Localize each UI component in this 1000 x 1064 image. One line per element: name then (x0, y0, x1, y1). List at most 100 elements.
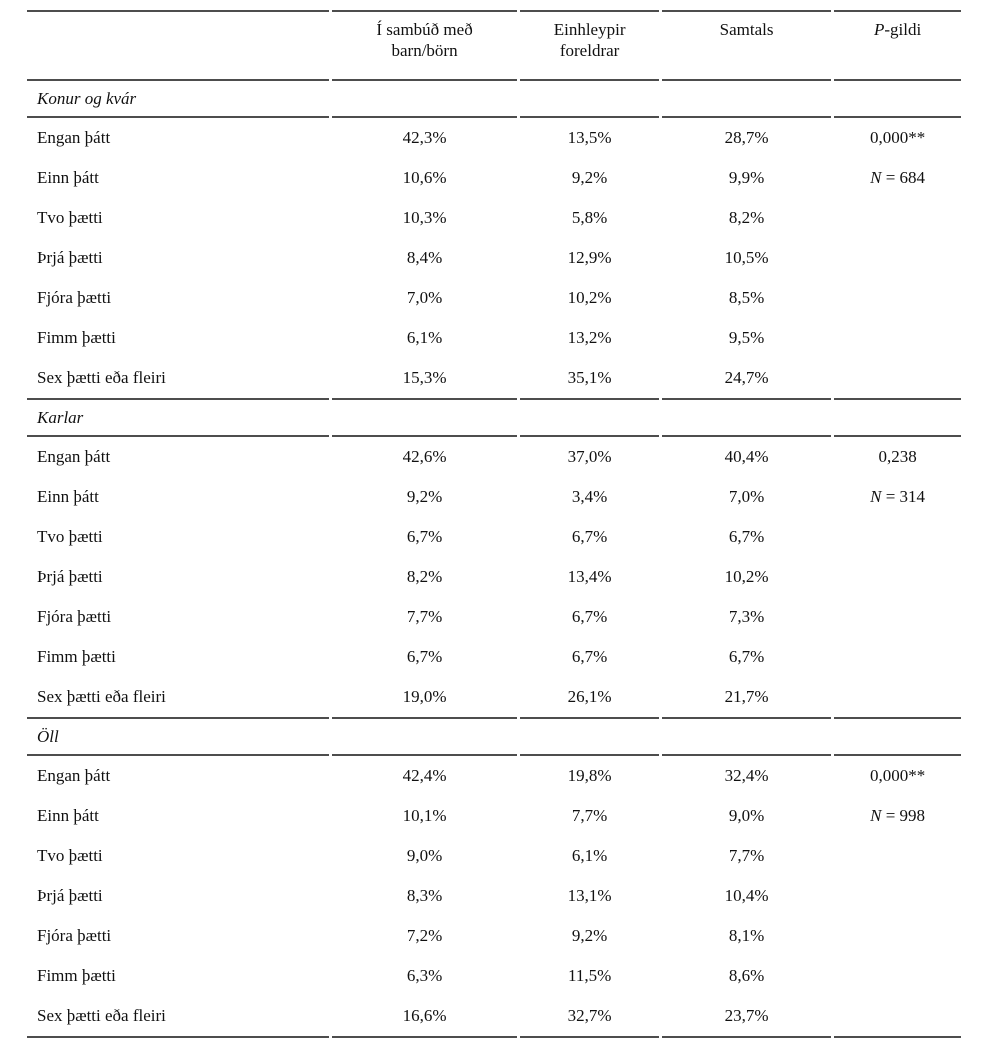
value-cell: 11,5% (567, 966, 612, 986)
col-header-total: Samtals (662, 10, 832, 81)
n-count: = 998 (881, 806, 926, 826)
section-title: Karlar (27, 400, 329, 437)
row-label: Þrjá þætti (37, 248, 103, 268)
value-cell: 40,4% (724, 447, 769, 467)
table-row: Þrjá þætti 8,3% 13,1% 10,4% (27, 876, 961, 916)
table-row: Sex þætti eða fleiri 15,3% 35,1% 24,7% (27, 358, 961, 400)
value-cell: 7,7% (728, 846, 765, 866)
value-cell: 10,2% (724, 567, 769, 587)
value-cell: 15,3% (331, 358, 518, 400)
value-cell: 6,7% (406, 527, 443, 547)
table-row: Fjóra þætti 7,7% 6,7% 7,3% (27, 597, 961, 637)
n-count: = 314 (881, 487, 926, 507)
section-header-oll: Öll (27, 719, 961, 756)
value-cell: 13,4% (567, 567, 612, 587)
n-symbol: N (870, 806, 882, 826)
row-label: Fjóra þætti (37, 288, 112, 308)
value-cell: 32,4% (724, 766, 769, 786)
value-cell: 10,5% (724, 248, 769, 268)
table-row: Engan þátt 42,4% 19,8% 32,4% 0,000** (27, 756, 961, 796)
value-cell: 6,7% (571, 527, 608, 547)
value-cell: 42,4% (402, 766, 447, 786)
n-count: = 684 (881, 168, 926, 188)
p-value-cell: 0,238 (878, 447, 917, 467)
value-cell: 12,9% (567, 248, 612, 268)
row-label: Fimm þætti (37, 966, 116, 986)
value-cell: 6,7% (406, 647, 443, 667)
value-cell: 10,3% (402, 208, 447, 228)
value-cell: 9,5% (728, 328, 765, 348)
col-header-line: foreldrar (559, 41, 620, 61)
row-label: Einn þátt (37, 806, 99, 826)
value-cell: 6,1% (406, 328, 443, 348)
n-symbol: N (870, 168, 882, 188)
value-cell: 5,8% (571, 208, 608, 228)
value-cell: 16,6% (331, 996, 518, 1038)
header-stub-cell (27, 10, 329, 81)
value-cell: 6,7% (728, 647, 765, 667)
value-cell: 9,9% (728, 168, 765, 188)
row-label: Sex þætti eða fleiri (27, 996, 329, 1038)
row-label: Fjóra þætti (37, 926, 112, 946)
statistics-table: Í sambúð með barn/börn Einhleypir foreld… (24, 10, 964, 1038)
table-row: Einn þátt 9,2% 3,4% 7,0% N = 314 (27, 477, 961, 517)
row-label: Einn þátt (37, 168, 99, 188)
p-value-cell: 0,000** (869, 766, 926, 786)
section-title: Öll (27, 719, 329, 756)
value-cell: 9,0% (406, 846, 443, 866)
table-row: Fimm þætti 6,1% 13,2% 9,5% (27, 318, 961, 358)
section-title: Konur og kvár (27, 81, 329, 118)
n-count-cell: N = 314 (834, 477, 961, 517)
n-symbol: N (870, 487, 882, 507)
row-label: Fimm þætti (37, 328, 116, 348)
col-header-p-value: P-gildi (834, 10, 961, 81)
value-cell: 10,2% (567, 288, 612, 308)
value-cell: 6,7% (728, 527, 765, 547)
value-cell: 7,0% (406, 288, 443, 308)
value-cell: 8,1% (728, 926, 765, 946)
row-label: Engan þátt (37, 447, 111, 467)
row-label: Þrjá þætti (37, 886, 103, 906)
row-label: Fjóra þætti (37, 607, 112, 627)
table-row: Sex þætti eða fleiri 19,0% 26,1% 21,7% (27, 677, 961, 719)
value-cell: 7,7% (571, 806, 608, 826)
value-cell: 7,0% (728, 487, 765, 507)
value-cell: 13,1% (567, 886, 612, 906)
table-row: Sex þætti eða fleiri 16,6% 32,7% 23,7% (27, 996, 961, 1038)
row-label: Sex þætti eða fleiri (27, 358, 329, 400)
value-cell: 23,7% (662, 996, 832, 1038)
value-cell: 37,0% (567, 447, 612, 467)
table-row: Fjóra þætti 7,0% 10,2% 8,5% (27, 278, 961, 318)
table-row: Fimm þætti 6,7% 6,7% 6,7% (27, 637, 961, 677)
section-header-konur-og-kvar: Konur og kvár (27, 81, 961, 118)
table-row: Engan þátt 42,3% 13,5% 28,7% 0,000** (27, 118, 961, 158)
value-cell: 13,2% (567, 328, 612, 348)
value-cell: 26,1% (520, 677, 660, 719)
value-cell: 19,0% (331, 677, 518, 719)
value-cell: 10,1% (402, 806, 447, 826)
table-row: Einn þátt 10,6% 9,2% 9,9% N = 684 (27, 158, 961, 198)
value-cell: 8,2% (406, 567, 443, 587)
p-suffix: -gildi (884, 20, 922, 39)
p-value-cell: 0,000** (869, 128, 926, 148)
p-symbol: P (873, 20, 885, 39)
value-cell: 13,5% (567, 128, 612, 148)
table-row: Fimm þætti 6,3% 11,5% 8,6% (27, 956, 961, 996)
n-count-cell: N = 684 (834, 158, 961, 198)
row-label: Sex þætti eða fleiri (27, 677, 329, 719)
value-cell: 8,3% (406, 886, 443, 906)
value-cell: 19,8% (567, 766, 612, 786)
value-cell: 24,7% (662, 358, 832, 400)
row-label: Einn þátt (37, 487, 99, 507)
table-row: Engan þátt 42,6% 37,0% 40,4% 0,238 (27, 437, 961, 477)
value-cell: 7,3% (728, 607, 765, 627)
value-cell: 9,2% (571, 926, 608, 946)
value-cell: 6,3% (406, 966, 443, 986)
value-cell: 6,7% (571, 647, 608, 667)
col-header-line: Einhleypir (553, 20, 626, 39)
row-label: Tvo þætti (37, 846, 103, 866)
col-header-line: barn/börn (391, 41, 458, 61)
value-cell: 8,6% (728, 966, 765, 986)
table-row: Tvo þætti 6,7% 6,7% 6,7% (27, 517, 961, 557)
value-cell: 8,5% (728, 288, 765, 308)
